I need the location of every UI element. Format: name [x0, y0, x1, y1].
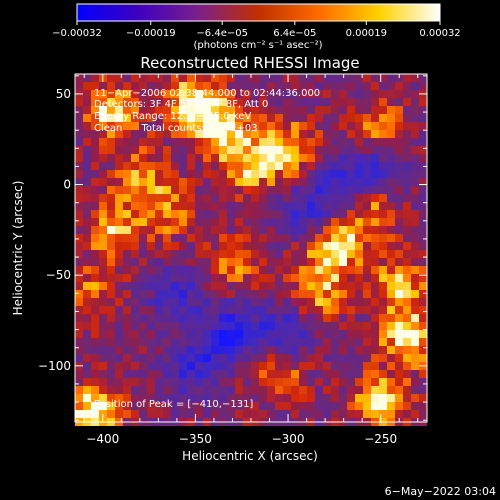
- annotation-detectors: Detectors: 3F 4F 5F 6F 7F 8F, Att 0: [94, 99, 268, 110]
- x-tick-label: −250: [364, 432, 397, 446]
- peak-position-label: Position of Peak = [−410,−131]: [94, 399, 253, 410]
- heatmap-cells: [75, 74, 427, 426]
- y-tick-label: 0: [63, 178, 71, 192]
- colorbar-tick-label: 0.00032: [419, 28, 460, 39]
- y-tick-label: −100: [38, 359, 71, 373]
- y-tick-label: 50: [56, 87, 71, 101]
- colorbar-tick-label: 6.4e−05: [273, 28, 316, 39]
- annotation-energy-range: Energy Range: 12.0 − 25.0 keV: [94, 111, 251, 122]
- chart-title: Reconstructed RHESSI Image: [140, 54, 359, 72]
- x-axis: −400 −350 −300 −250: [83, 74, 419, 446]
- annotation-time-range: 11−Apr−2006 02:38:44.000 to 02:44:36.000: [94, 88, 320, 99]
- x-tick-label: −400: [86, 432, 119, 446]
- colorbar-tick-label: −0.00019: [126, 28, 176, 39]
- x-axis-label: Heliocentric X (arcsec): [182, 449, 318, 463]
- y-axis-label: Heliocentric Y (arcsec): [11, 181, 25, 316]
- annotation-counts: Clean Total counts: 7.44E+03: [94, 123, 258, 134]
- colorbar-tick-label: −6.4e−05: [196, 28, 248, 39]
- colorbar-gradient: [76, 3, 441, 22]
- x-tick-label: −350: [179, 432, 212, 446]
- colorbar-tick-label: 0.00019: [346, 28, 387, 39]
- colorbar: −0.00032 −0.00019 −6.4e−05 6.4e−05 0.00019 0.…: [52, 3, 461, 51]
- x-tick-label: −300: [272, 432, 305, 446]
- colorbar-label: (photons cm⁻² s⁻¹ asec⁻²): [193, 40, 322, 51]
- observation-info: 11−Apr−2006 02:38:44.000 to 02:44:36.000…: [94, 88, 320, 134]
- y-axis: −100 −50 0 50: [38, 75, 427, 421]
- y-tick-label: −50: [46, 268, 71, 282]
- colorbar-tick-label: −0.00032: [52, 28, 102, 39]
- footer-timestamp: 6−May−2022 03:04: [385, 485, 496, 498]
